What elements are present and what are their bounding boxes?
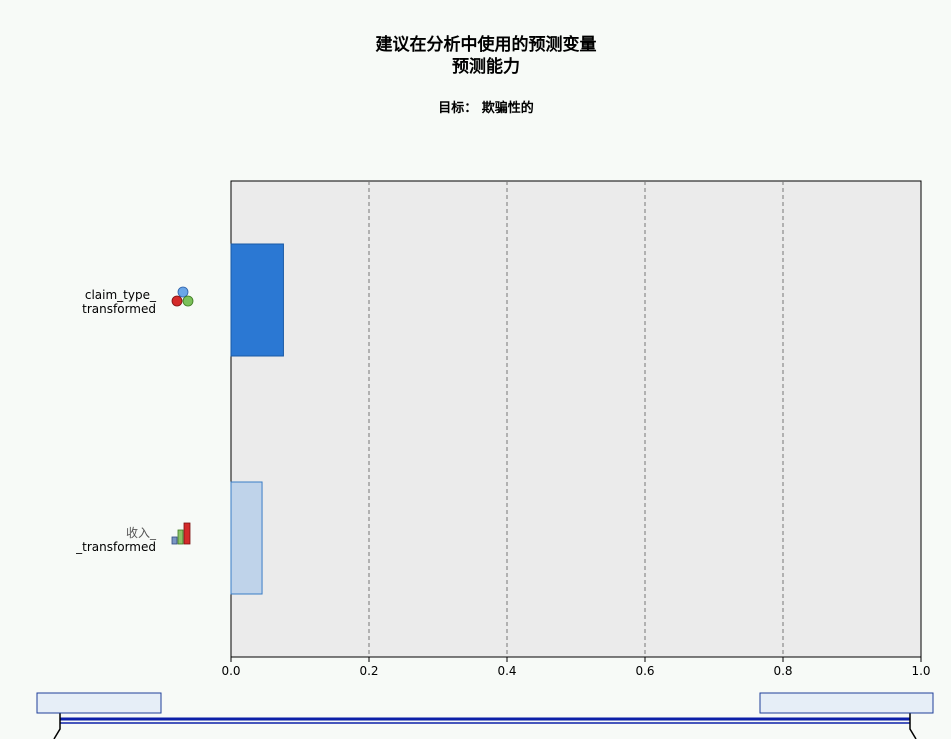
x-tick-label-4: 0.8	[773, 664, 792, 678]
category-label-0-line-2: transformed	[82, 302, 156, 316]
chart-title-line-2: 预测能力	[452, 56, 520, 77]
x-tick-label-1: 0.2	[359, 664, 378, 678]
chart-title-line-1: 建议在分析中使用的预测变量	[376, 34, 597, 55]
x-tick-label-5: 1.0	[911, 664, 930, 678]
category-label-1-line-2: _transformed	[75, 540, 156, 554]
category-labels: claim_type_transformed 收入__transformed	[75, 286, 194, 554]
nominal-measure-icon	[171, 286, 194, 307]
plot-area	[230, 180, 922, 658]
x-tick-label-3: 0.6	[635, 664, 654, 678]
x-axis: 0.0 0.2 0.4 0.6 0.8 1.0	[221, 657, 931, 678]
scale-measure-icon	[171, 522, 191, 545]
range-slider-right-handle[interactable]	[759, 692, 934, 714]
category-label-1-line-1: 收入_	[126, 526, 157, 540]
category-label-0-line-1: claim_type_	[85, 288, 157, 302]
bar-1[interactable]	[230, 481, 263, 595]
range-slider-left-bracket	[53, 713, 61, 739]
range-slider-left-handle[interactable]	[36, 692, 162, 714]
range-slider[interactable]	[36, 692, 934, 739]
chart-subtitle: 目标： 欺骗性的	[438, 100, 534, 116]
x-tick-label-0: 0.0	[221, 664, 240, 678]
gridlines	[368, 181, 784, 657]
bars	[230, 243, 284, 595]
bar-0[interactable]	[230, 243, 284, 357]
range-slider-right-bracket	[909, 713, 917, 739]
x-tick-label-2: 0.4	[497, 664, 516, 678]
